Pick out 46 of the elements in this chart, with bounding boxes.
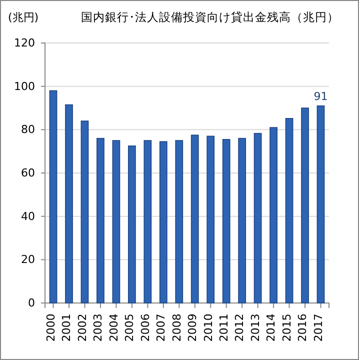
x-tick-label: 2011 — [217, 314, 230, 342]
x-tick-label: 2017 — [312, 314, 325, 342]
x-tick-label: 2012 — [233, 314, 246, 342]
y-tick-label: 60 — [21, 166, 35, 180]
y-tick-label: 100 — [14, 80, 35, 93]
bar — [285, 118, 294, 304]
x-tick-label: 2005 — [123, 314, 136, 342]
y-axis-title: (兆円) — [8, 11, 39, 24]
bar — [254, 132, 262, 304]
bar — [65, 104, 73, 304]
x-tick-label: 2013 — [248, 314, 262, 342]
bar — [190, 134, 199, 304]
x-tick-label: 2015 — [280, 314, 294, 342]
x-tick-label: 2014 — [264, 314, 278, 342]
bar — [301, 108, 309, 304]
x-tick-label: 2008 — [170, 314, 184, 342]
bar — [49, 90, 58, 304]
x-tick-label: 2007 — [154, 314, 168, 342]
x-tick-label: 2004 — [107, 314, 120, 342]
x-tick-label: 2001 — [60, 314, 74, 342]
y-tick-label: 0 — [28, 296, 35, 310]
bar — [159, 141, 168, 304]
data-label: 91 — [314, 90, 328, 103]
bar — [222, 139, 230, 304]
bar — [175, 140, 184, 304]
x-tick-label: 2009 — [186, 314, 200, 342]
x-tick-label: 2000 — [44, 314, 58, 342]
bar — [238, 138, 246, 304]
y-tick-label: 40 — [21, 210, 35, 223]
bar — [96, 138, 104, 304]
x-tick-label: 2003 — [92, 314, 105, 342]
bar — [206, 136, 215, 304]
chart-title: 国内銀行･法人設備投資向け貸出金残高（兆円） — [81, 10, 339, 24]
bar — [144, 140, 152, 304]
y-tick-label: 20 — [21, 253, 35, 266]
x-tick-label: 2010 — [202, 314, 215, 342]
bar — [80, 120, 89, 304]
bar — [270, 127, 278, 304]
y-tick-label: 120 — [14, 36, 35, 50]
bar — [128, 146, 136, 304]
bar — [112, 140, 120, 304]
y-tick-label: 80 — [21, 123, 35, 136]
bar — [316, 105, 325, 304]
x-tick-label: 2016 — [296, 314, 310, 342]
x-tick-label: 2002 — [76, 314, 89, 342]
x-tick-label: 2006 — [138, 314, 152, 342]
